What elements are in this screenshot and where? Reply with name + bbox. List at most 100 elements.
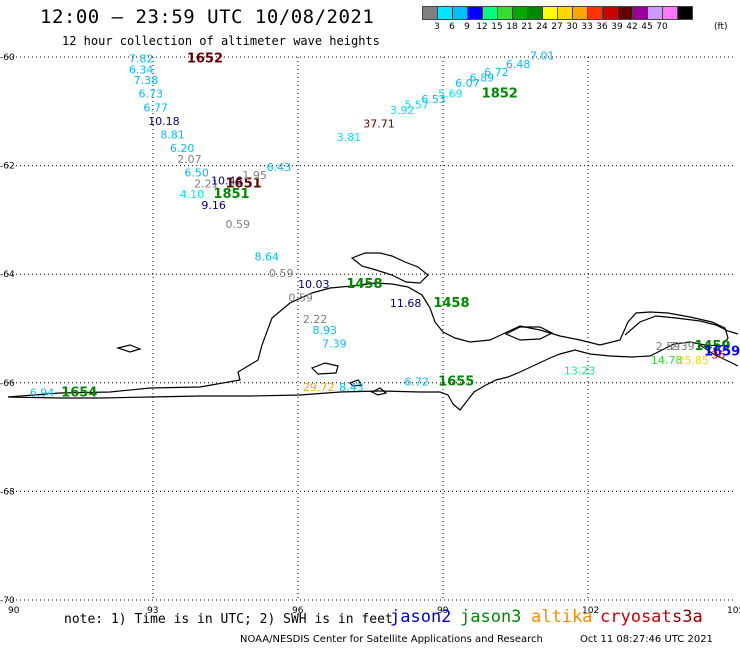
lat-tick-label: -64: [0, 270, 15, 280]
wave-height-label: 2.22: [303, 313, 328, 326]
satellite-label: jason3: [460, 607, 522, 627]
wave-height-label: 7.39: [322, 338, 347, 351]
lat-tick-label: -62: [0, 162, 15, 172]
wave-height-label: 6.07: [455, 77, 480, 90]
wave-height-label: 6.43: [267, 161, 292, 174]
wave-height-label: 10.03: [298, 278, 330, 291]
lat-tick-label: -68: [0, 487, 15, 497]
lon-tick-label: 93: [147, 606, 158, 616]
wave-height-label: 8.43: [339, 381, 364, 394]
wave-height-label: 7.01: [530, 50, 555, 63]
wave-height-label: 7.82: [129, 52, 154, 65]
islet-1: [310, 362, 339, 375]
wave-height-label: 6.48: [506, 58, 531, 71]
colorbar-tick-label: 42: [626, 22, 638, 32]
lon-tick-label: 105: [727, 606, 740, 616]
wave-height-label: 6.72: [484, 66, 509, 79]
footer-note: note: 1) Time is in UTC; 2) SWH is in fe…: [64, 612, 393, 627]
wave-height-label: 7.38: [134, 74, 159, 87]
islet-5: [370, 387, 388, 396]
colorbar-tick-label: 21: [521, 22, 533, 32]
satellite-label: s3a: [672, 607, 703, 627]
coast-east: [699, 344, 739, 367]
lon-tick-label: 90: [8, 606, 20, 616]
pass-time-label: 1654: [61, 385, 97, 400]
colorbar-tick-label: 27: [551, 22, 563, 32]
pass-time-label: 1655: [438, 375, 474, 390]
colorbar-tick-label: 9: [464, 22, 470, 32]
lon-tick-label: 102: [582, 606, 599, 616]
colorbar-tick-label: 30: [566, 22, 578, 32]
page-title: 12:00 – 23:59 UTC 10/08/2021: [40, 6, 375, 28]
lat-tick-label: -66: [0, 379, 15, 389]
wave-height-label: 0.59: [288, 291, 313, 304]
colorbar-tick-label: 45: [641, 22, 653, 32]
wave-height-label: 10.46: [211, 175, 243, 188]
colorbar-tick-label: 12: [476, 22, 488, 32]
graticule: 90 93 96 99 102 105 -60 -62 -64 -66 -68 -70: [0, 53, 740, 616]
wave-height-label: 6.50: [184, 166, 209, 179]
wave-height-label: 2.39: [670, 340, 695, 353]
pass-time-label: 1458: [433, 296, 469, 311]
wave-height-label: 8.64: [255, 251, 280, 264]
satellite-label: altika: [531, 607, 593, 627]
pass-time-label: 1459: [694, 339, 730, 354]
islet-2: [115, 344, 142, 353]
pass-time-label: 1659: [704, 345, 740, 360]
wave-height-label: 5.57: [404, 99, 429, 112]
island-shelf: [350, 252, 429, 284]
colorbar-tick-label: 3: [434, 22, 440, 32]
antarctic-coastline: [7, 282, 729, 411]
wave-height-label: 29.72: [303, 381, 335, 394]
wave-height-label: 6.72: [404, 376, 429, 389]
ice-tongue-east: [624, 315, 739, 336]
wave-height-label: 6.77: [143, 101, 168, 114]
wave-height-label: 25.85: [677, 354, 709, 367]
pass-time-label: 1652: [187, 51, 223, 66]
wave-height-label: 2.21: [194, 177, 219, 190]
coastline: [7, 252, 739, 411]
wave-height-label: 3.81: [337, 131, 362, 144]
wave-height-label: 8.93: [313, 324, 338, 337]
wave-height-label: 8.81: [160, 128, 185, 141]
islet-4: [348, 379, 364, 387]
wave-height-label: 11.68: [390, 297, 422, 310]
colorbar-labels: 3 6 9 12 15 18 21 24 27 30 33 36 39 42 45 70: [422, 22, 740, 34]
wave-height-label: 14.78: [651, 354, 683, 367]
colorbar-unit: (ft): [714, 22, 728, 32]
lat-tick-label: -60: [0, 53, 15, 63]
observations: 1652 7.826.347.386.736.7710.188.816.202.0…: [30, 50, 740, 401]
colorbar-tick-label: 33: [581, 22, 593, 32]
lat-tick-label: -70: [0, 596, 15, 606]
wave-height-label: 1.95: [242, 169, 267, 182]
wave-height-label: 6.34: [129, 63, 154, 76]
colorbar-tick-label: 70: [656, 22, 668, 32]
lon-tick-label: 96: [292, 606, 304, 616]
wave-height-label: 10.18: [148, 115, 180, 128]
colorbar-legend: [422, 6, 693, 20]
wave-height-label: 0.59: [226, 218, 251, 231]
colorbar-tick-label: 36: [596, 22, 608, 32]
wave-height-label: 37.71: [363, 118, 395, 131]
wave-height-label: 6.20: [170, 142, 195, 155]
wave-height-label: 9.16: [201, 199, 226, 212]
pass-time-label: 1851: [213, 187, 249, 202]
satellite-label: cryosat: [600, 607, 672, 627]
wave-height-label: 2.59: [656, 340, 681, 353]
satellite-label: jason2: [390, 607, 452, 627]
colorbar-swatch: [677, 6, 693, 20]
wave-height-label: 36: [711, 348, 725, 361]
page-subtitle: 12 hour collection of altimeter wave hei…: [62, 34, 380, 48]
pass-time-label: 1651: [226, 176, 262, 191]
wave-height-label: 6.53: [421, 93, 446, 106]
pass-time-label: 1458: [346, 277, 382, 292]
credit-line: NOAA/NESDIS Center for Satellite Applica…: [240, 634, 543, 645]
lon-tick-label: 99: [437, 606, 449, 616]
wave-height-label: 6.94: [30, 386, 55, 399]
islet-3: [504, 326, 554, 341]
colorbar-tick-label: 18: [506, 22, 518, 32]
colorbar-tick-label: 15: [491, 22, 503, 32]
wave-height-label: 5.69: [438, 88, 463, 101]
